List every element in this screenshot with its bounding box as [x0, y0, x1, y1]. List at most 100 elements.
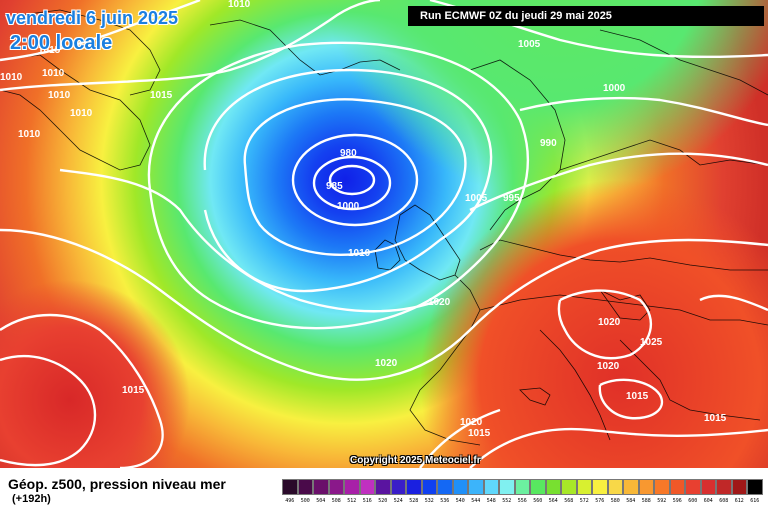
- isobar-label: 990: [540, 138, 557, 149]
- scale-swatch: [654, 479, 670, 495]
- isobar-label: 1020: [598, 317, 621, 328]
- isobar-label: 1015: [626, 391, 649, 402]
- scale-label: 592: [657, 498, 667, 504]
- scale-label: 616: [750, 498, 760, 504]
- forecast-time: 2:00 locale: [10, 32, 113, 54]
- forecast-date: vendredi 6 juin 2025: [6, 8, 179, 28]
- scale-label: 516: [362, 498, 372, 504]
- scale-swatch: [592, 479, 608, 495]
- scale-swatch: [731, 479, 747, 495]
- geopotential-south-overlay: [0, 0, 768, 468]
- scale-swatch: [468, 479, 484, 495]
- isobar-labels: 1010 1015 1010 1010 1010 1010 1015 1010 1005 1000…: [0, 0, 727, 439]
- isobar-label: 1005: [518, 39, 541, 50]
- isobar-label: 1020: [597, 361, 620, 372]
- isobar-label: 1015: [704, 413, 727, 424]
- isobar-label: 985: [326, 181, 343, 192]
- isobar-label: 1015: [468, 428, 491, 439]
- scale-swatch: [561, 479, 577, 495]
- scale-swatch: [530, 479, 546, 495]
- coastlines: [0, 9, 768, 446]
- scale-label: 496: [285, 498, 295, 504]
- isobar-label: 1015: [38, 45, 61, 56]
- copyright-text: Copyright 2025 Meteociel.fr: [350, 455, 481, 466]
- scale-swatch: [297, 479, 313, 495]
- scale-label: 608: [719, 498, 729, 504]
- scale-label: 528: [409, 498, 419, 504]
- scale-swatch: [313, 479, 329, 495]
- weather-map: 1010 1015 1010 1010 1010 1010 1015 1010 1005 1000…: [0, 0, 768, 468]
- scale-label: 540: [455, 498, 465, 504]
- color-scale-labels: 496 500 504 508 512 516 520 524 528 532 536 540 544 5…: [282, 498, 763, 504]
- legend-subtitle: (+192h): [12, 493, 51, 505]
- isobar-label: 1015: [122, 385, 145, 396]
- scale-label: 588: [641, 498, 651, 504]
- scale-swatch: [545, 479, 561, 495]
- scale-swatch: [452, 479, 468, 495]
- isobar-label: 1020: [428, 297, 451, 308]
- scale-label: 600: [688, 498, 698, 504]
- scale-swatch: [685, 479, 701, 495]
- scale-swatch: [421, 479, 437, 495]
- scale-label: 568: [564, 498, 574, 504]
- scale-label: 532: [424, 498, 434, 504]
- isobar-label: 1025: [640, 337, 663, 348]
- isobar-label: 1010: [0, 72, 23, 83]
- isobar-label: 1010: [48, 90, 71, 101]
- scale-label: 508: [331, 498, 341, 504]
- scale-label: 576: [595, 498, 605, 504]
- legend-title: Géop. z500, pression niveau mer: [8, 476, 226, 492]
- scale-swatch: [669, 479, 685, 495]
- isobar-label: 980: [340, 148, 357, 159]
- scale-swatch: [483, 479, 499, 495]
- scale-swatch: [499, 479, 515, 495]
- scale-label: 500: [300, 498, 310, 504]
- scale-label: 536: [440, 498, 450, 504]
- scale-label: 604: [703, 498, 713, 504]
- isobar-label: 1010: [18, 129, 41, 140]
- isobars: [0, 0, 768, 468]
- run-info-banner: Run ECMWF 0Z du jeudi 29 mai 2025: [408, 6, 764, 26]
- scale-swatch: [282, 479, 298, 495]
- scale-swatch: [344, 479, 360, 495]
- isobar-label: 1020: [375, 358, 398, 369]
- isobar-label: 1020: [460, 417, 483, 428]
- scale-label: 612: [734, 498, 744, 504]
- scale-swatch: [607, 479, 623, 495]
- isobar-label: 1005: [465, 193, 488, 204]
- scale-swatch: [375, 479, 391, 495]
- scale-label: 504: [316, 498, 326, 504]
- scale-swatch: [406, 479, 422, 495]
- isobar-label: 1010: [228, 0, 251, 10]
- scale-label: 580: [610, 498, 620, 504]
- isobar-label: 1010: [42, 68, 65, 79]
- scale-label: 524: [393, 498, 403, 504]
- scale-swatch: [437, 479, 453, 495]
- scale-swatch: [328, 479, 344, 495]
- scale-label: 512: [347, 498, 357, 504]
- isobar-label: 1015: [150, 90, 173, 101]
- scale-label: 584: [626, 498, 636, 504]
- scale-swatch: [576, 479, 592, 495]
- scale-swatch: [623, 479, 639, 495]
- scale-label: 520: [378, 498, 388, 504]
- scale-swatch: [747, 479, 763, 495]
- isobar-label: 1010: [70, 108, 93, 119]
- scale-label: 552: [502, 498, 512, 504]
- scale-label: 544: [471, 498, 481, 504]
- scale-label: 556: [517, 498, 527, 504]
- scale-label: 560: [533, 498, 543, 504]
- scale-swatch: [638, 479, 654, 495]
- scale-swatch: [359, 479, 375, 495]
- scale-swatch: [514, 479, 530, 495]
- scale-label: 596: [672, 498, 682, 504]
- scale-label: 564: [548, 498, 558, 504]
- scale-label: 572: [579, 498, 589, 504]
- isobar-label: 995: [503, 193, 520, 204]
- scale-swatch: [716, 479, 732, 495]
- scale-label: 548: [486, 498, 496, 504]
- scale-swatch: [700, 479, 716, 495]
- isobar-label: 1010: [348, 248, 371, 259]
- isobar-label: 1000: [603, 83, 626, 94]
- isobar-label: 1000: [337, 201, 360, 212]
